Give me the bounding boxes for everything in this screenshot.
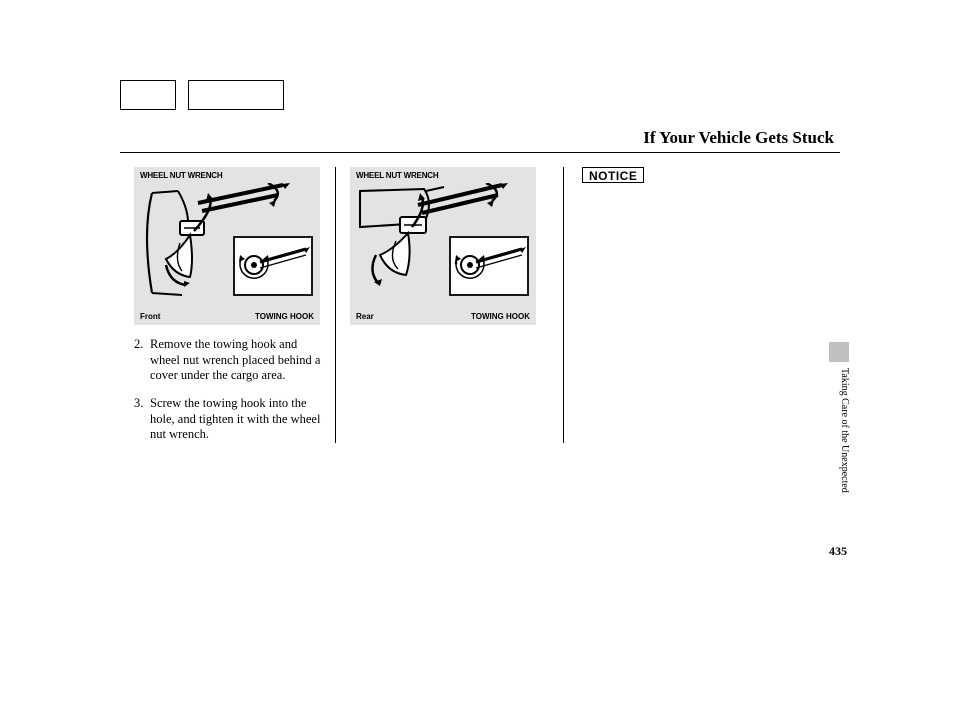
- figure-label: WHEEL NUT WRENCH: [356, 171, 438, 180]
- page-number: 435: [829, 544, 847, 559]
- content-columns: WHEEL NUT WRENCH: [120, 167, 840, 443]
- step-text: Remove the towing hook and wheel nut wre…: [150, 337, 321, 384]
- horizontal-rule: [120, 152, 840, 153]
- step-number: 3.: [134, 396, 150, 443]
- placeholder-boxes: [120, 80, 840, 110]
- figure-label: Front: [140, 312, 160, 321]
- instruction-step: 3. Screw the towing hook into the hole, …: [134, 396, 321, 443]
- figure-front: WHEEL NUT WRENCH: [134, 167, 320, 325]
- towing-hook-front-illustration: [138, 183, 316, 307]
- section-tab: [829, 342, 849, 362]
- step-text: Screw the towing hook into the hole, and…: [150, 396, 321, 443]
- column-1: WHEEL NUT WRENCH: [120, 167, 336, 443]
- column-2: WHEEL NUT WRENCH: [336, 167, 564, 443]
- figure-label: Rear: [356, 312, 374, 321]
- notice-badge: NOTICE: [582, 167, 644, 183]
- figure-rear: WHEEL NUT WRENCH: [350, 167, 536, 325]
- column-3: NOTICE: [564, 167, 814, 443]
- page-title: If Your Vehicle Gets Stuck: [120, 128, 840, 148]
- manual-page: If Your Vehicle Gets Stuck WHEEL NUT WRE…: [120, 80, 840, 443]
- figure-label: TOWING HOOK: [255, 312, 314, 321]
- placeholder-box: [120, 80, 176, 110]
- step-number: 2.: [134, 337, 150, 384]
- figure-label: WHEEL NUT WRENCH: [140, 171, 222, 180]
- figure-label: TOWING HOOK: [471, 312, 530, 321]
- instruction-step: 2. Remove the towing hook and wheel nut …: [134, 337, 321, 384]
- section-label: Taking Care of the Unexpected: [830, 368, 850, 493]
- placeholder-box: [188, 80, 284, 110]
- towing-hook-rear-illustration: [354, 183, 532, 307]
